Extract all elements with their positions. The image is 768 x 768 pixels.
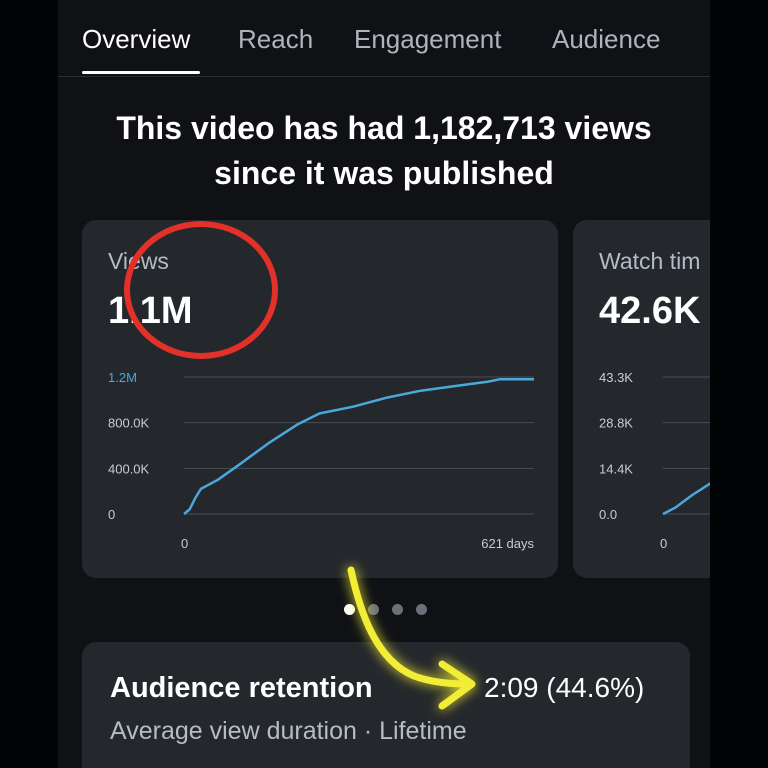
pagination-dot-4[interactable] [416, 604, 427, 615]
headline-line-2: since it was published [214, 155, 554, 191]
x-tick-label-end: 621 days [481, 536, 534, 551]
screenshot-frame-right [710, 0, 768, 768]
x-tick-label-start: 0 [660, 536, 667, 551]
active-tab-indicator [82, 71, 200, 74]
y-tick-label: 28.8K [599, 416, 633, 431]
watch-time-line-chart: 0.0 14.4K 28.8K 43.3K 0 [599, 370, 710, 551]
watch-time-card[interactable]: Watch tim 42.6K 0.0 14.4K 28.8K 43.3K 0 [573, 220, 710, 578]
tab-audience[interactable]: Audience [552, 24, 661, 54]
y-tick-label: 43.3K [599, 370, 633, 385]
tab-overview[interactable]: Overview [82, 24, 191, 54]
watch-time-card-value: 42.6K [599, 290, 701, 332]
views-line-chart: 0 400.0K 800.0K 1.2M 0 621 days [108, 370, 534, 551]
audience-retention-title: Audience retention [110, 672, 373, 704]
x-tick-label-start: 0 [181, 536, 188, 551]
y-tick-label: 0 [108, 507, 115, 522]
pagination-dot-2[interactable] [368, 604, 379, 615]
y-tick-label: 1.2M [108, 370, 137, 385]
series-line [662, 482, 710, 516]
views-summary-headline: This video has had 1,182,713 views since… [58, 106, 710, 196]
y-tick-label: 14.4K [599, 461, 633, 476]
audience-retention-subtitle: Average view duration · Lifetime [110, 717, 467, 745]
y-tick-label: 0.0 [599, 507, 617, 522]
audience-retention-card[interactable]: Audience retention 2:09 (44.6%) Average … [82, 642, 690, 768]
tab-reach[interactable]: Reach [238, 24, 314, 54]
screenshot-frame-left [0, 0, 58, 768]
y-tick-label: 800.0K [108, 416, 150, 431]
analytics-tab-bar: Overview Reach Engagement Audience [58, 0, 710, 77]
y-tick-label: 400.0K [108, 461, 150, 476]
analytics-screen: Overview Reach Engagement Audience This … [58, 0, 710, 768]
pagination-dot-3[interactable] [392, 604, 403, 615]
tab-engagement[interactable]: Engagement [354, 24, 502, 54]
audience-retention-value: 2:09 (44.6%) [484, 672, 645, 703]
headline-line-1: This video has had 1,182,713 views [116, 110, 652, 146]
watch-time-card-label: Watch tim [599, 248, 701, 274]
views-highlight-circle [124, 221, 278, 359]
series-line [183, 378, 534, 515]
pagination-dot-1[interactable] [344, 604, 355, 615]
